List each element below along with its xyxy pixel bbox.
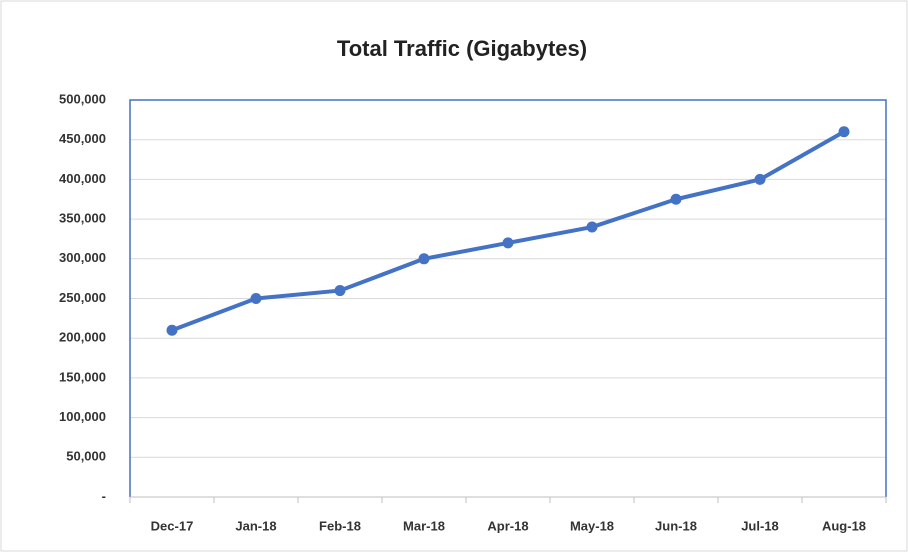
y-tick-label: 250,000 — [59, 290, 106, 305]
marker — [754, 173, 766, 185]
marker — [250, 293, 262, 304]
marker — [166, 324, 178, 336]
x-tick-label: Mar-18 — [403, 518, 445, 533]
x-tick-label: May-18 — [570, 518, 614, 533]
y-tick-label: 150,000 — [59, 369, 106, 384]
y-tick-label: 200,000 — [59, 330, 106, 345]
y-tick-label: 400,000 — [59, 171, 106, 186]
marker — [418, 253, 430, 265]
marker — [670, 193, 682, 205]
x-tick-label: Jun-18 — [655, 518, 697, 533]
marker — [586, 221, 598, 233]
y-tick-label: 50,000 — [66, 449, 106, 464]
marker — [334, 285, 346, 297]
plot-border — [129, 99, 887, 497]
y-tick-label: 450,000 — [59, 131, 106, 146]
x-tick-label: Apr-18 — [487, 518, 528, 533]
marker — [838, 126, 850, 138]
y-tick-label: - — [102, 488, 106, 503]
x-tick-label: Jan-18 — [235, 518, 276, 533]
x-tick-label: Feb-18 — [319, 518, 361, 533]
x-tick-label: Dec-17 — [151, 518, 194, 533]
x-tick-label: Jul-18 — [741, 518, 779, 533]
y-tick-label: 100,000 — [59, 409, 106, 424]
chart-title: Total Traffic (Gigabytes) — [337, 36, 587, 61]
y-tick-label: 500,000 — [59, 91, 106, 106]
y-tick-label: 350,000 — [59, 211, 106, 226]
y-tick-label: 300,000 — [59, 250, 106, 265]
marker — [502, 237, 514, 249]
x-tick-label: Aug-18 — [822, 518, 866, 533]
